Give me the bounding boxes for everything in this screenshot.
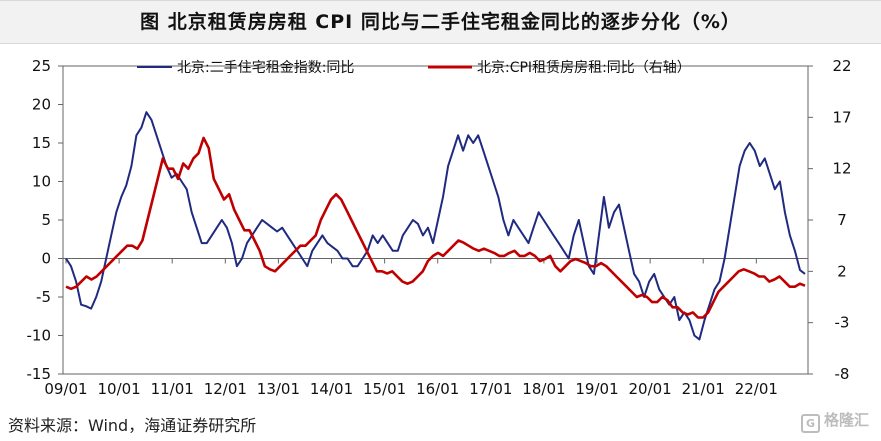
x-tick-label: 16/01 <box>416 380 459 398</box>
right-tick-label: 12 <box>832 160 851 178</box>
axes <box>62 65 809 375</box>
left-tick-label: 15 <box>32 134 51 152</box>
x-tick-label: 20/01 <box>629 380 672 398</box>
left-tick-label: 5 <box>41 211 51 229</box>
left-tick-label: 20 <box>32 96 51 114</box>
watermark-text: 格隆汇 <box>823 411 869 429</box>
left-tick-label: 10 <box>32 173 51 191</box>
left-tick-label: -5 <box>36 288 51 306</box>
x-tick-label: 10/01 <box>97 380 140 398</box>
legend-label: 北京:CPI租赁房房租:同比（右轴） <box>477 60 691 76</box>
series-layer <box>65 111 806 341</box>
left-tick-label: 0 <box>41 250 51 268</box>
chart-title: 图 北京租赁房房租 CPI 同比与二手住宅租金同比的逐步分化（%） <box>140 11 741 33</box>
right-tick-label: -8 <box>835 365 850 383</box>
right-tick-label: 7 <box>837 211 847 229</box>
x-tick-label: 22/01 <box>735 380 778 398</box>
right-tick-label: 17 <box>832 108 851 126</box>
x-tick-label: 14/01 <box>310 380 353 398</box>
right-y-ticks: 22 17 12 7 2 -3 -8 <box>808 57 852 383</box>
left-tick-label: -15 <box>27 365 52 383</box>
x-tick-label: 21/01 <box>682 380 725 398</box>
left-tick-label: 25 <box>32 57 51 75</box>
watermark: G 格隆汇 <box>800 409 869 433</box>
legend-label: 北京:二手住宅租金指数:同比 <box>177 60 354 76</box>
watermark-logo-icon: G <box>800 414 820 433</box>
left-y-ticks: 25 20 15 10 5 0 -5 -10 -15 <box>27 57 63 383</box>
x-ticks: 09/01 10/01 11/01 12/01 13/01 14/01 15/01 16/01… <box>44 258 808 398</box>
title-bar: 图 北京租赁房房租 CPI 同比与二手住宅租金同比的逐步分化（%） <box>0 0 881 44</box>
series-cpi-rent-line <box>65 136 806 319</box>
x-tick-label: 12/01 <box>204 380 247 398</box>
source-note: 资料来源：Wind，海通证券研究所 <box>8 416 257 435</box>
series-rent-index-line <box>65 111 806 341</box>
left-tick-label: -10 <box>27 327 52 345</box>
legend: 北京:二手住宅租金指数:同比 北京:CPI租赁房房租:同比（右轴） <box>137 60 691 76</box>
x-tick-label: 17/01 <box>469 380 512 398</box>
x-tick-label: 15/01 <box>363 380 406 398</box>
x-tick-label: 09/01 <box>44 380 87 398</box>
right-tick-label: -3 <box>835 314 850 332</box>
right-tick-label: 2 <box>837 262 847 280</box>
x-tick-label: 11/01 <box>151 380 194 398</box>
plot-frame <box>62 65 809 375</box>
right-tick-label: 22 <box>832 57 851 75</box>
x-tick-label: 18/01 <box>522 380 565 398</box>
x-tick-label: 13/01 <box>257 380 300 398</box>
x-tick-label: 19/01 <box>575 380 618 398</box>
